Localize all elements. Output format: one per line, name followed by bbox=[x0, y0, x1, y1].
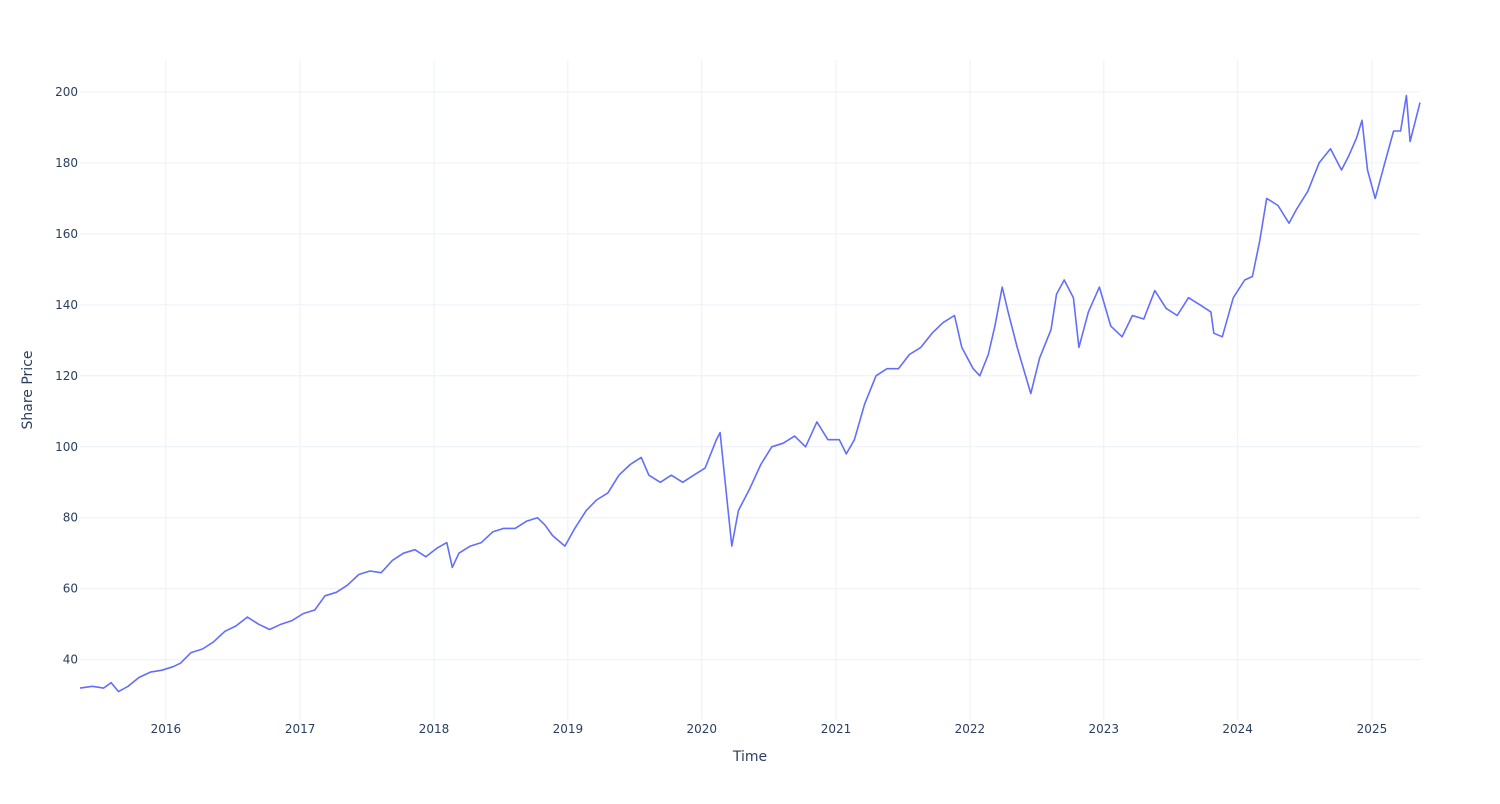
x-tick-label: 2025 bbox=[1357, 722, 1388, 736]
x-tick-label: 2017 bbox=[285, 722, 316, 736]
y-tick-label: 60 bbox=[63, 582, 78, 596]
y-tick-label: 100 bbox=[55, 440, 78, 454]
x-tick-labels: 2016 2017 2018 2019 2020 2021 2022 2023 2024 2025 bbox=[151, 722, 1388, 736]
x-tick-label: 2022 bbox=[955, 722, 986, 736]
x-tick-label: 2023 bbox=[1089, 722, 1120, 736]
x-axis-title: Time bbox=[732, 749, 767, 765]
x-tick-label: 2021 bbox=[821, 722, 852, 736]
y-tick-label: 140 bbox=[55, 298, 78, 312]
series-layer bbox=[79, 94, 1421, 693]
y-tick-label: 200 bbox=[55, 85, 78, 99]
y-tick-label: 80 bbox=[63, 511, 78, 525]
x-tick-label: 2018 bbox=[419, 722, 450, 736]
y-tick-label: 120 bbox=[55, 369, 78, 383]
y-tick-label: 180 bbox=[55, 156, 78, 170]
y-axis-title: Share Price bbox=[20, 350, 36, 429]
x-tick-label: 2016 bbox=[151, 722, 182, 736]
series-line bbox=[79, 94, 1421, 693]
y-tick-labels: 40 60 80 100 120 140 160 180 200 bbox=[55, 85, 78, 667]
x-tick-label: 2024 bbox=[1222, 722, 1253, 736]
grid-lines bbox=[80, 60, 1420, 720]
y-tick-label: 160 bbox=[55, 227, 78, 241]
x-tick-label: 2020 bbox=[686, 722, 717, 736]
y-tick-label: 40 bbox=[63, 653, 78, 667]
x-tick-label: 2019 bbox=[553, 722, 584, 736]
